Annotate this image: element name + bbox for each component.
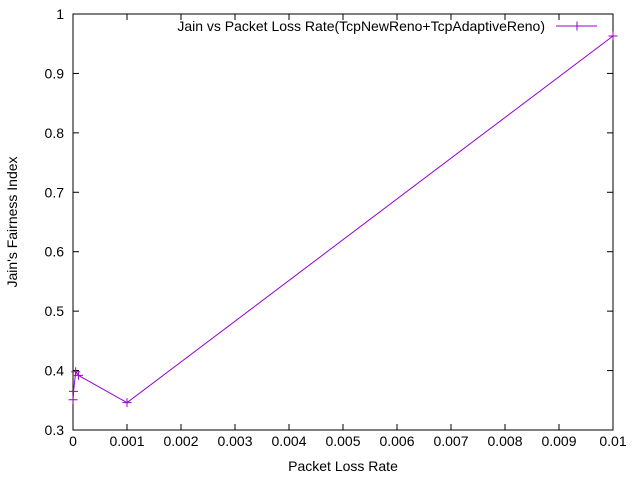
legend: Jain vs Packet Loss Rate(TcpNewReno+TcpA…	[177, 18, 597, 34]
data-point-marker	[69, 386, 79, 396]
x-tick-label: 0.005	[325, 433, 360, 449]
y-tick-labels: 0.3 0.4 0.5 0.6 0.7 0.8 0.9 1	[45, 6, 65, 438]
data-point-marker	[68, 395, 78, 405]
legend-marker	[572, 21, 582, 31]
x-tick-label: 0.004	[271, 433, 306, 449]
series-layer	[68, 31, 618, 408]
x-tick-labels: 0 0.001 0.002 0.003 0.004 0.005 0.006 0.007 0.00…	[69, 433, 627, 449]
x-tick-label: 0.008	[487, 433, 522, 449]
data-point-marker	[122, 398, 132, 408]
y-tick-label: 0.5	[45, 303, 65, 319]
data-point-marker	[608, 31, 618, 41]
x-tick-label: 0.007	[433, 433, 468, 449]
y-axis-title: Jain's Fairness Index	[4, 156, 20, 287]
y-tick-label: 0.8	[45, 125, 65, 141]
x-tick-label: 0.006	[379, 433, 414, 449]
y-tick-label: 0.6	[45, 244, 65, 260]
x-tick-label: 0.002	[163, 433, 198, 449]
x-tick-label: 0.009	[541, 433, 576, 449]
data-point-marker	[73, 370, 83, 380]
legend-label: Jain vs Packet Loss Rate(TcpNewReno+TcpA…	[177, 18, 545, 34]
series-line	[72, 35, 614, 404]
x-axis-title: Packet Loss Rate	[288, 458, 398, 474]
y-tick-label: 0.7	[45, 184, 65, 200]
x-tick-label: 0.01	[599, 433, 626, 449]
y-tick-label: 0.4	[45, 363, 65, 379]
x-tick-label: 0	[69, 433, 77, 449]
y-tick-label: 1	[56, 6, 64, 22]
x-tick-label: 0.003	[217, 433, 252, 449]
y-tick-label: 0.3	[45, 422, 65, 438]
axis-ticks	[72, 13, 614, 431]
plot-frame	[72, 13, 614, 431]
y-tick-label: 0.9	[45, 65, 65, 81]
x-tick-label: 0.001	[109, 433, 144, 449]
